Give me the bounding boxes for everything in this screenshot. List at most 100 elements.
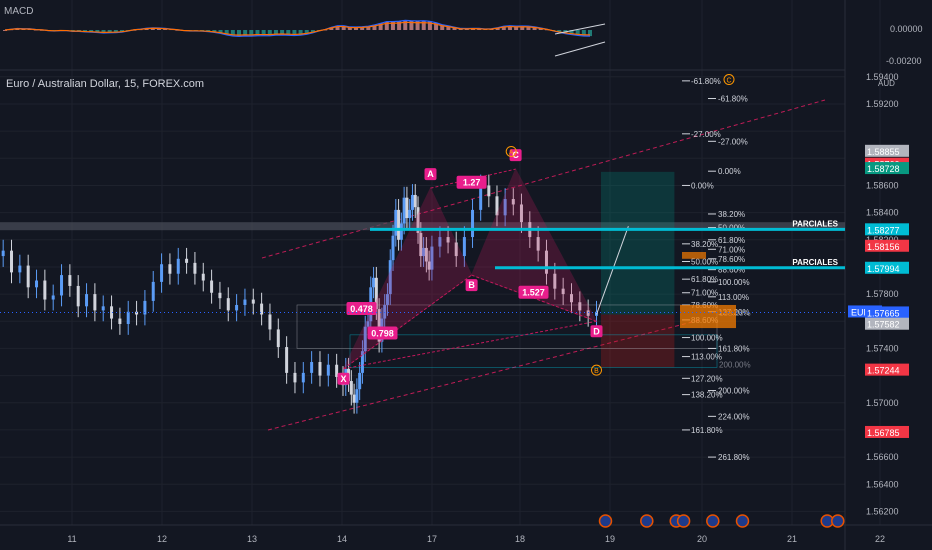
candle-body — [176, 258, 180, 274]
candle-body — [18, 265, 22, 273]
harmonic-ratio-badge — [456, 175, 487, 189]
price-badge — [865, 425, 909, 438]
harmonic-ratio-badge — [346, 302, 377, 316]
candle-body — [201, 273, 205, 281]
price-tick-label: 1.57400 — [866, 343, 899, 353]
candle-body — [578, 302, 582, 311]
candle-body — [422, 247, 426, 257]
price-badge-label: 1.57244 — [867, 366, 900, 376]
macd-histogram-bar — [286, 30, 291, 36]
macd-histogram-bar — [452, 27, 457, 30]
macd-histogram-bar — [335, 25, 340, 30]
macd-histogram-bar — [354, 27, 358, 30]
abc-point-label: C — [726, 78, 731, 85]
candle-body — [519, 204, 523, 223]
price-badge — [865, 239, 909, 252]
price-badge — [865, 363, 909, 376]
harmonic-point-label: D — [593, 326, 600, 336]
harmonic-ratio-label: 1.27 — [463, 178, 481, 188]
macd-divergence-line — [554, 23, 606, 35]
fib-level-label: 71.00% — [691, 289, 718, 298]
macd-histogram-bar — [89, 30, 94, 33]
price-badge — [865, 223, 909, 236]
harmonic-point-label: X — [340, 374, 346, 384]
harmonic-xab-triangle — [343, 187, 473, 370]
price-badge — [865, 144, 909, 157]
candle-body — [402, 197, 406, 224]
candle-body — [76, 285, 80, 307]
projection-line — [596, 226, 629, 315]
macd-histogram-bar — [384, 21, 389, 30]
macd-histogram-bar — [588, 30, 592, 37]
macd-histogram-bar — [150, 27, 155, 30]
candle-body — [151, 281, 155, 301]
candle-body — [388, 260, 392, 295]
price-tick-label: 1.58400 — [866, 208, 899, 218]
time-tick-label: 17 — [427, 534, 437, 544]
candle-body — [35, 280, 39, 288]
fib-level-label: 61.80% — [691, 275, 718, 284]
candle-body — [536, 237, 540, 251]
candle-body — [385, 294, 389, 305]
candle-body — [383, 304, 387, 319]
candle-body — [366, 321, 370, 327]
price-badge — [865, 162, 909, 175]
fib-level-label: 88.60% — [718, 266, 745, 275]
fib-level-label: 113.00% — [718, 293, 749, 302]
harmonic-point-badge — [465, 279, 478, 292]
price-tick-label: 1.59200 — [866, 99, 899, 109]
candle-body — [358, 372, 362, 390]
harmonic-point-badge — [590, 325, 603, 338]
macd-histogram-bar — [421, 20, 426, 30]
time-tick-label: 14 — [337, 534, 347, 544]
instrument-title: Euro / Australian Dollar, 15, FOREX.com — [6, 78, 205, 90]
harmonic-point-label: B — [468, 280, 475, 290]
macd-histogram-bar — [107, 30, 112, 33]
macd-divergence-line — [554, 41, 606, 57]
candle-body — [360, 351, 364, 373]
macd-histogram-bar — [397, 21, 402, 30]
fib-level-label: 78.60% — [718, 255, 745, 264]
harmonic-ratio-badge — [367, 326, 398, 340]
macd-histogram-bar — [347, 26, 352, 30]
candle-body — [51, 295, 55, 300]
harmonic-ac-line — [430, 168, 516, 189]
time-tick-label: 11 — [67, 534, 76, 544]
price-tick-label: 1.59400 — [866, 72, 899, 82]
fib-level-label: 200.00% — [718, 387, 750, 396]
candle-body — [544, 250, 548, 274]
candle-body — [226, 298, 230, 311]
fib-level-label: 161.80% — [718, 344, 750, 353]
candle-body — [374, 277, 378, 310]
macd-histogram-bar — [273, 30, 278, 36]
harmonic-point-label: A — [427, 169, 434, 179]
candle-body — [143, 300, 147, 315]
time-tick-label: 20 — [697, 534, 707, 544]
fib-level-label-faded: 200.00% — [719, 361, 751, 370]
macd-histogram-bar — [261, 30, 266, 36]
candle-body — [1, 250, 5, 257]
abc-point-label: A — [509, 149, 514, 156]
candle-body — [301, 372, 305, 383]
range-box — [349, 334, 718, 368]
harmonic-ratio-label: 0.798 — [371, 328, 394, 338]
candle-body — [511, 199, 515, 205]
candle-body — [586, 310, 590, 316]
macd-histogram-bar — [557, 30, 562, 33]
macd-histogram-bar — [329, 27, 334, 30]
macd-histogram-bar — [249, 30, 254, 37]
candle-body — [427, 261, 431, 270]
macd-histogram-bar — [366, 26, 371, 30]
candlestick-series — [1, 174, 598, 414]
candle-body — [43, 280, 47, 300]
macd-tick-label: 0.00000 — [890, 24, 923, 34]
candle-body — [438, 237, 442, 247]
macd-histogram-bar — [156, 27, 161, 30]
harmonic-xd-line — [343, 320, 597, 370]
macd-histogram-bar — [304, 30, 309, 35]
candle-body — [268, 314, 272, 330]
candle-body — [377, 309, 381, 342]
macd-histogram-bar — [120, 30, 124, 33]
